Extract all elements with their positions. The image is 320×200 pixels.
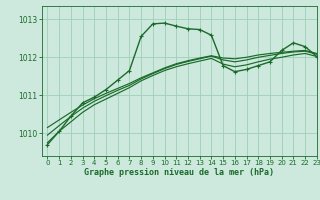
X-axis label: Graphe pression niveau de la mer (hPa): Graphe pression niveau de la mer (hPa) (84, 168, 274, 177)
